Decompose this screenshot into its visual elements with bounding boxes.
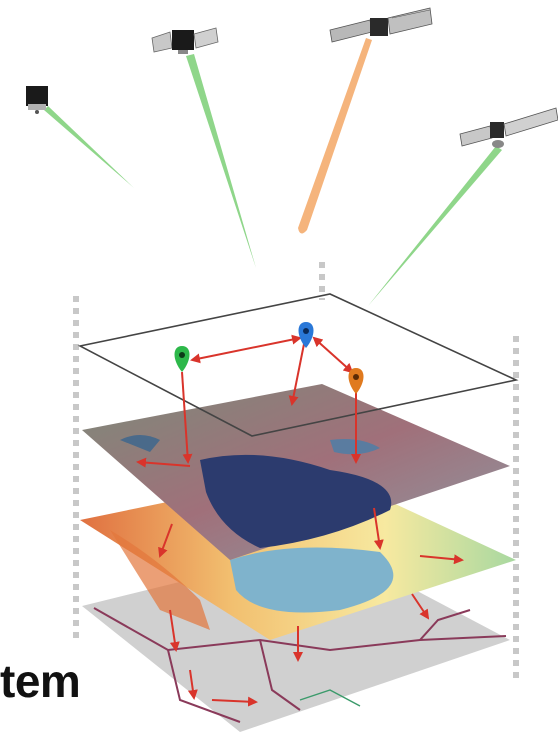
arrow-blue-to-orange (314, 338, 352, 372)
satellite-icon (330, 8, 432, 42)
blue-pin-icon (299, 322, 314, 348)
satellite-beams (44, 38, 502, 306)
satellite-icon (460, 108, 558, 148)
green-pin-icon (175, 346, 190, 372)
arrow-green-to-blue (192, 338, 300, 360)
beam-large-satellite (298, 38, 372, 234)
beam-small-satellite (186, 54, 256, 268)
beam-cubesat (44, 106, 134, 188)
caption-text: tem (0, 658, 80, 704)
satellite-icon (26, 86, 48, 114)
beam-dish-satellite (368, 146, 502, 306)
orange-pin-icon (349, 368, 364, 394)
satellite-icon (152, 28, 218, 54)
